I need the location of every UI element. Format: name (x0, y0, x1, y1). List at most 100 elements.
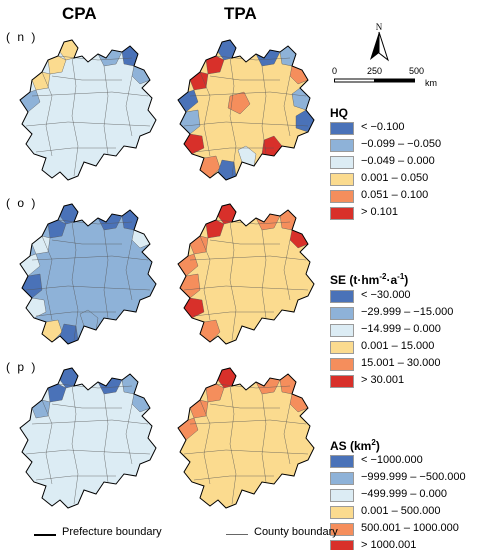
county-boundary (35, 475, 116, 481)
county-boundary (189, 255, 307, 261)
county-patch (41, 319, 63, 343)
county-boundary (209, 75, 280, 81)
legend-label: −0.099 – −0.050 (361, 138, 442, 150)
panel-label-o: ( o ) (6, 196, 38, 210)
prefecture-boundary (177, 203, 315, 345)
county-boundary (125, 239, 133, 301)
county-boundary (103, 393, 109, 483)
county-boundary (209, 403, 280, 409)
legend-swatch (330, 324, 354, 337)
legend-swatch (330, 307, 354, 320)
county-boundary (229, 385, 237, 505)
legend-label: 0.001 – 0.050 (361, 172, 429, 184)
map-n-tpa (177, 39, 315, 181)
scale-tick-0: 0 (332, 66, 338, 76)
county-boundary (31, 255, 149, 261)
legend-label: > 0.101 (361, 206, 399, 218)
prefecture-boundary (19, 367, 157, 509)
legend-label: 500.001 – 1000.000 (361, 522, 459, 534)
legend-label: > 1000.001 (361, 539, 417, 550)
scale-unit: km (425, 78, 437, 88)
county-boundary (209, 239, 280, 245)
north-letter: N (376, 22, 383, 32)
county-boundary (215, 219, 291, 225)
legend-label: < −30.000 (361, 289, 411, 301)
county-boundary (199, 235, 211, 321)
county-boundary (229, 57, 237, 177)
county-boundary (35, 311, 116, 317)
legend-swatch (330, 190, 354, 203)
legend-label: 15.001 – 30.000 (361, 357, 441, 369)
county-boundary (199, 399, 211, 485)
county-boundary (103, 229, 109, 319)
legend-hq-item: > 0.101 (330, 206, 480, 220)
legend-label: −29.999 – −15.000 (361, 306, 454, 318)
legend-swatch (330, 290, 354, 303)
county-boundary (193, 475, 274, 481)
map-p-cpa (19, 367, 157, 509)
county-boundary (189, 419, 307, 425)
county-boundary (103, 65, 109, 155)
county-patch (279, 373, 297, 395)
legend-swatch (330, 139, 354, 152)
county-boundary (25, 285, 151, 291)
north-arrow-icon: N (370, 22, 389, 62)
legend-swatch (330, 156, 354, 169)
legend-label: 0.001 – 15.000 (361, 340, 435, 352)
legend-swatch (330, 207, 354, 220)
legend-se-item: 0.001 – 15.000 (330, 340, 480, 354)
county-patch (121, 373, 139, 395)
legend-hq-item: −0.099 – −0.050 (330, 138, 480, 152)
county-boundary (183, 121, 309, 127)
county-boundary (193, 147, 274, 153)
county-boundary (215, 55, 291, 61)
legend-hq-item: 0.001 – 0.050 (330, 172, 480, 186)
county-boundary (51, 75, 122, 81)
county-boundary (183, 285, 309, 291)
county-boundary (31, 91, 149, 97)
county-boundary (25, 449, 151, 455)
legend-se-item: −29.999 – −15.000 (330, 306, 480, 320)
county-patch (279, 45, 297, 67)
legend-as-item: −499.999 – 0.000 (330, 488, 480, 502)
legend-hq-item: −0.049 – 0.000 (330, 155, 480, 169)
county-boundary (57, 219, 133, 225)
county-patch (199, 319, 221, 343)
legend-se-item: > 30.001 (330, 374, 480, 388)
legend-swatch (330, 472, 354, 485)
legend-swatch (330, 455, 354, 468)
legend-title-as: AS (km2) (330, 438, 380, 453)
map-o-cpa (19, 203, 157, 345)
county-boundary (189, 91, 307, 97)
county-boundary (283, 75, 291, 137)
panel-label-n: ( n ) (6, 30, 38, 44)
county-boundary (57, 55, 133, 61)
province-area (20, 40, 156, 180)
county-boundary (199, 71, 211, 157)
legend-swatch (330, 489, 354, 502)
county-boundary-line (226, 534, 248, 535)
county-patch (199, 155, 221, 179)
province-area (178, 204, 314, 344)
prefecture-boundary (177, 39, 315, 181)
panel-label-p: ( p ) (6, 360, 38, 374)
legend-county-boundary: County boundary (226, 526, 366, 542)
legend-prefecture-boundary: Prefecture boundary (34, 526, 194, 542)
map-n-cpa (19, 39, 157, 181)
county-boundary (41, 71, 53, 157)
legend-label: 0.001 – 500.000 (361, 505, 441, 517)
legend-swatch (330, 540, 354, 550)
county-boundary (71, 57, 79, 177)
map-p-tpa (177, 367, 315, 509)
province-area (178, 368, 314, 508)
legend-label: −499.999 – 0.000 (361, 488, 447, 500)
county-boundary (71, 385, 79, 505)
county-boundary-label: County boundary (254, 526, 338, 538)
legend-label: > 30.001 (361, 374, 405, 386)
county-boundary (125, 403, 133, 465)
map-o-tpa (177, 203, 315, 345)
legend-swatch (330, 341, 354, 354)
scale-tick-250: 250 (367, 66, 383, 76)
county-boundary (125, 75, 133, 137)
